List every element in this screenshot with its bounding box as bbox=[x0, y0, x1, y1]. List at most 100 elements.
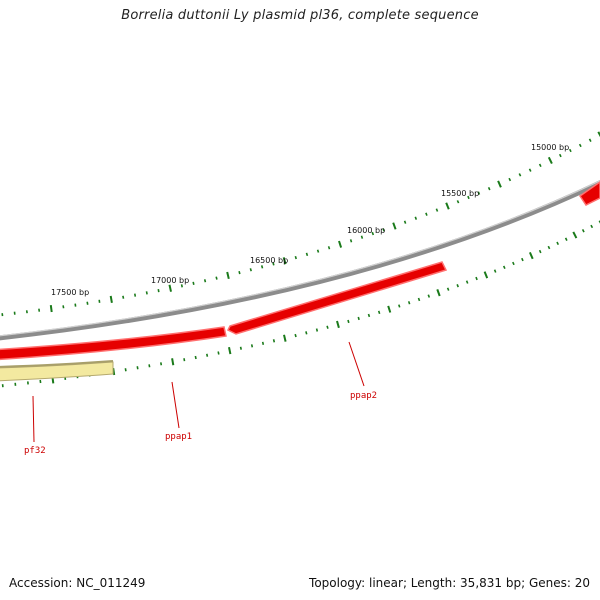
bp-label-15500: 15500 bp bbox=[441, 189, 479, 198]
ruler-tick-inner bbox=[493, 269, 497, 273]
bp-label-16000: 16000 bp bbox=[347, 226, 385, 235]
ruler-tick-inner bbox=[315, 328, 319, 332]
ruler-tick-outer bbox=[157, 288, 160, 293]
ruler-tick-outer bbox=[260, 265, 264, 269]
gene-arrow-ppap1[interactable] bbox=[0, 326, 227, 361]
gene-arrow-ppap2[interactable] bbox=[226, 261, 448, 335]
ruler-tick-outer bbox=[568, 148, 572, 153]
leader-line-ppap1 bbox=[171, 381, 180, 429]
bp-label-17000: 17000 bp bbox=[151, 276, 189, 285]
ruler-tick-inner bbox=[427, 294, 431, 298]
ruler-tick-inner bbox=[283, 334, 287, 342]
ruler-tick-inner bbox=[398, 304, 401, 308]
ruler-tick-outer bbox=[547, 156, 553, 165]
plasmid-backbone bbox=[0, 180, 600, 341]
ruler-tick-outer bbox=[272, 262, 275, 266]
ruler-tick-outer bbox=[477, 191, 481, 195]
gene-label-pf32[interactable]: pf32 bbox=[24, 446, 46, 456]
ruler-tick-outer bbox=[49, 304, 53, 313]
ruler-tick-outer bbox=[403, 220, 407, 224]
ruler-tick-inner bbox=[326, 325, 329, 329]
plasmid-backbone-highlight bbox=[0, 180, 600, 337]
ruler-tick-inner bbox=[261, 341, 265, 345]
ruler-tick-outer bbox=[360, 235, 364, 239]
ruler-tick-outer bbox=[145, 291, 148, 295]
ruler-tick-inner bbox=[347, 319, 350, 324]
ruler-tick-outer bbox=[528, 168, 532, 172]
ruler-tick-outer bbox=[414, 216, 418, 220]
ruler-tick-outer bbox=[456, 200, 460, 204]
map-stats-text: Topology: linear; Length: 35,831 bp; Gen… bbox=[309, 576, 590, 590]
ruler-tick-inner bbox=[512, 261, 515, 266]
ruler-tick-inner bbox=[357, 316, 360, 321]
ruler-tick-outer bbox=[435, 208, 439, 212]
inner-tick-ring bbox=[1, 220, 600, 388]
ruler-tick-inner bbox=[336, 320, 340, 329]
ruler-tick-outer bbox=[305, 252, 309, 257]
ruler-tick-inner bbox=[305, 331, 308, 335]
ruler-tick-outer bbox=[588, 138, 592, 142]
ruler-tick-inner bbox=[436, 289, 441, 297]
ruler-tick-inner bbox=[148, 364, 151, 368]
ruler-tick-outer bbox=[338, 240, 343, 248]
ruler-tick-outer bbox=[349, 239, 353, 243]
pseudogene-band-edge bbox=[0, 360, 114, 368]
ruler-tick-inner bbox=[228, 347, 232, 355]
ruler-tick-inner bbox=[547, 245, 551, 250]
gene-label-ppap2[interactable]: ppap2 bbox=[350, 391, 377, 401]
ruler-tick-inner bbox=[556, 241, 560, 246]
ruler-tick-inner bbox=[124, 368, 127, 372]
ruler-tick-outer bbox=[518, 173, 522, 177]
ruler-tick-outer bbox=[62, 305, 65, 309]
ruler-tick-inner bbox=[581, 229, 585, 233]
ruler-tick-inner bbox=[528, 251, 534, 260]
leader-line-ppap2 bbox=[348, 341, 365, 387]
ruler-tick-inner bbox=[538, 249, 542, 254]
ruler-tick-inner bbox=[465, 280, 469, 284]
ruler-tick-inner bbox=[456, 284, 459, 288]
ruler-tick-outer bbox=[203, 279, 207, 283]
leader-line-pf32 bbox=[32, 395, 35, 443]
gene-arrow-right[interactable] bbox=[578, 181, 600, 206]
ruler-tick-outer bbox=[371, 231, 375, 236]
ruler-tick-inner bbox=[521, 257, 524, 262]
ruler-tick-outer bbox=[392, 222, 397, 230]
ruler-tick-inner bbox=[483, 271, 489, 279]
gene-label-ppap1[interactable]: ppap1 bbox=[165, 432, 192, 442]
ruler-tick-inner bbox=[367, 313, 371, 318]
ruler-tick-inner bbox=[160, 362, 163, 366]
ruler-tick-outer bbox=[497, 180, 502, 188]
ruler-tick-inner bbox=[502, 265, 506, 270]
ruler-tick-outer bbox=[382, 228, 385, 232]
bp-label-15000: 15000 bp bbox=[531, 143, 569, 152]
ruler-tick-outer bbox=[578, 143, 582, 148]
ruler-tick-outer bbox=[249, 268, 252, 272]
ruler-tick-outer bbox=[425, 212, 428, 216]
ruler-tick-outer bbox=[215, 276, 218, 280]
bp-label-16500: 16500 bp bbox=[250, 256, 288, 265]
ruler-tick-inner bbox=[446, 287, 450, 291]
map-title: Borrelia duttonii Ly plasmid pl36, compl… bbox=[121, 8, 479, 23]
ruler-tick-outer bbox=[122, 295, 125, 299]
ruler-tick-outer bbox=[109, 295, 113, 303]
ruler-tick-outer bbox=[134, 293, 137, 297]
ruler-tick-inner bbox=[136, 366, 139, 370]
ruler-tick-inner bbox=[407, 301, 411, 305]
ruler-tick-inner bbox=[239, 346, 242, 350]
ruler-tick-outer bbox=[316, 249, 320, 253]
ruler-tick-outer bbox=[226, 271, 230, 280]
ruler-tick-outer bbox=[445, 202, 450, 210]
ruler-tick-inner bbox=[171, 358, 175, 366]
ruler-tick-inner bbox=[387, 305, 392, 313]
bp-label-17500: 17500 bp bbox=[51, 288, 89, 297]
ruler-tick-inner bbox=[564, 237, 568, 241]
ruler-tick-inner bbox=[572, 231, 578, 239]
ruler-tick-outer bbox=[294, 255, 297, 260]
ruler-tick-inner bbox=[475, 276, 478, 281]
ruler-tick-outer bbox=[168, 284, 172, 292]
ruler-tick-outer bbox=[508, 177, 512, 182]
ruler-tick-inner bbox=[250, 344, 254, 348]
ruler-tick-outer bbox=[538, 163, 542, 168]
ruler-tick-outer bbox=[558, 153, 562, 158]
